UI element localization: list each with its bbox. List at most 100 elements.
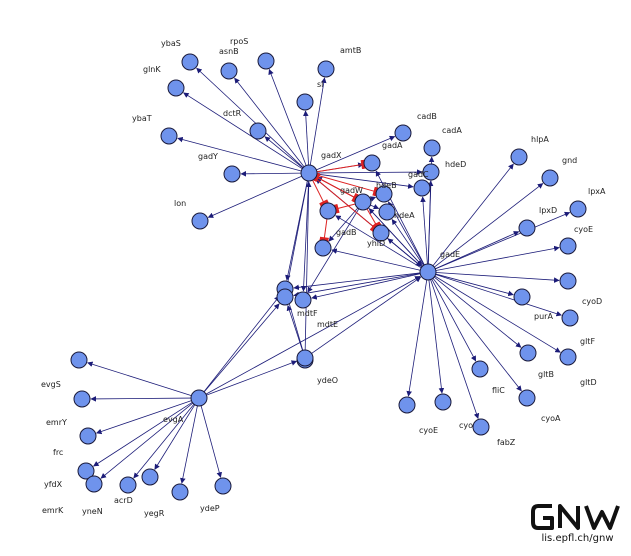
- edge-gadB-gadB2: [319, 218, 329, 242]
- edge-gadX-gadA: [316, 159, 366, 173]
- node-circle: [559, 272, 577, 290]
- node-circle: [559, 237, 577, 255]
- edge-gadX-gadY: [240, 171, 302, 177]
- node-label: sl: [317, 80, 323, 89]
- node-label: acrD: [114, 496, 133, 505]
- edge-gadE-hdeA: [391, 218, 424, 266]
- node-gltD: gltD: [559, 348, 597, 387]
- node-label: yhiD: [367, 239, 385, 248]
- edge-gadX-asnB: [234, 77, 305, 167]
- node-circle: [519, 344, 537, 362]
- edge-gadX-lon: [207, 175, 302, 218]
- node-fliC: fliC: [471, 360, 505, 395]
- node-emrY: emrY: [46, 390, 91, 427]
- node-label: cadA: [442, 126, 462, 135]
- node-mdtF: mdtF: [294, 291, 318, 318]
- node-label: cadB: [417, 112, 437, 121]
- node-circle: [257, 52, 275, 70]
- node-glnK: glnK: [143, 65, 185, 97]
- node-circle: [79, 427, 97, 445]
- node-circle: [559, 348, 577, 366]
- node-circle: [300, 164, 318, 182]
- gnw-logo-mark: [531, 504, 620, 530]
- edge-gadW-gadB: [333, 203, 356, 214]
- node-lpxD: lpxD: [518, 206, 557, 237]
- node-label: cyoD: [582, 297, 602, 306]
- node-label: emrK: [42, 506, 64, 515]
- node-circle: [141, 468, 159, 486]
- node-gnd: gnd: [541, 156, 577, 187]
- edge-evgA-ydeP: [200, 405, 223, 478]
- edge-gadE-gadB: [335, 215, 422, 269]
- node-cadA: cadA: [423, 126, 462, 157]
- edge-gadE-lpxD: [435, 231, 520, 270]
- gnw-logo: lis.epfl.ch/gnw: [530, 500, 625, 550]
- edge-gadX-mdtF: [300, 180, 310, 292]
- edge-gadX-gadC: [316, 173, 414, 189]
- edge-gadX-dctR: [264, 136, 304, 169]
- node-circle: [423, 139, 441, 157]
- node-lon: lon: [174, 199, 209, 230]
- edge-gadX-rpoS: [268, 68, 307, 166]
- node-label: cyo: [459, 421, 473, 430]
- node-purA: purA: [513, 288, 553, 321]
- edge-gadE-gadC: [420, 196, 428, 265]
- node-ybaS: ybaS: [161, 39, 199, 71]
- node-label: gadE: [440, 250, 460, 259]
- node-circle: [191, 212, 209, 230]
- node-circle: [296, 349, 314, 367]
- edge-gadW-gadX: [313, 172, 357, 199]
- edge-gadX-ybaS: [196, 67, 304, 168]
- edge-gadX-cadB: [316, 135, 396, 171]
- node-gadA: gadA: [363, 141, 403, 172]
- node-frc: frc: [53, 427, 97, 457]
- edge-ydeO-mdtF2: [286, 305, 303, 351]
- node-circle: [171, 483, 189, 501]
- node-hdeB: hdeB: [375, 181, 397, 203]
- edge-gadX-amtB: [309, 77, 327, 166]
- edge-evgA-yneN: [154, 404, 196, 470]
- node-label: hdeA: [394, 211, 415, 220]
- edge-gadX-hdeB: [316, 174, 379, 197]
- edge-gadE-fliC: [431, 278, 477, 362]
- node-cyoD: cyoD: [559, 272, 602, 306]
- edge-gadW-gadB2: [328, 207, 359, 242]
- node-rpoS: rpoS: [230, 37, 275, 70]
- node-fabZ: fabZ: [472, 418, 516, 447]
- node-gadB2: [314, 239, 332, 257]
- node-label: frc: [53, 448, 63, 457]
- node-label: hdeD: [445, 160, 466, 169]
- node-gadX: gadX: [300, 151, 342, 182]
- node-emrK: emrK: [42, 475, 103, 515]
- node-circle: [319, 202, 337, 220]
- node-circle: [513, 288, 531, 306]
- node-hdeA: hdeA: [378, 203, 415, 221]
- node-label: ybaT: [132, 114, 152, 123]
- edge-gadX-gadB: [312, 179, 329, 207]
- node-circle: [294, 291, 312, 309]
- node-circle: [317, 60, 335, 78]
- node-yegR: yegR: [144, 483, 189, 518]
- node-label: gltD: [580, 378, 597, 387]
- edge-gadW-hdeB: [369, 196, 377, 202]
- edge-evgA-mdtF2: [203, 303, 280, 393]
- edge-gadX-hdeD: [316, 169, 423, 175]
- node-ydeO: ydeO: [296, 349, 338, 385]
- node-label: gadX: [321, 151, 342, 160]
- edge-gadE-gltB: [433, 276, 522, 348]
- node-yfdX: yfdX: [44, 462, 95, 489]
- node-circle: [85, 475, 103, 493]
- edge-evgA-mdtE2: [203, 295, 280, 392]
- node-cadB: cadB: [394, 112, 437, 142]
- node-label: asnB: [219, 47, 239, 56]
- node-circle: [518, 389, 536, 407]
- node-circle: [413, 179, 431, 197]
- node-amtB: amtB: [317, 46, 361, 78]
- node-circle: [181, 53, 199, 71]
- node-label: cyoA: [541, 414, 561, 423]
- node-circle: [214, 477, 232, 495]
- edge-gadW-hdeA: [370, 204, 380, 210]
- node-label: ydeP: [200, 504, 220, 513]
- node-gadB: gadB: [319, 202, 357, 237]
